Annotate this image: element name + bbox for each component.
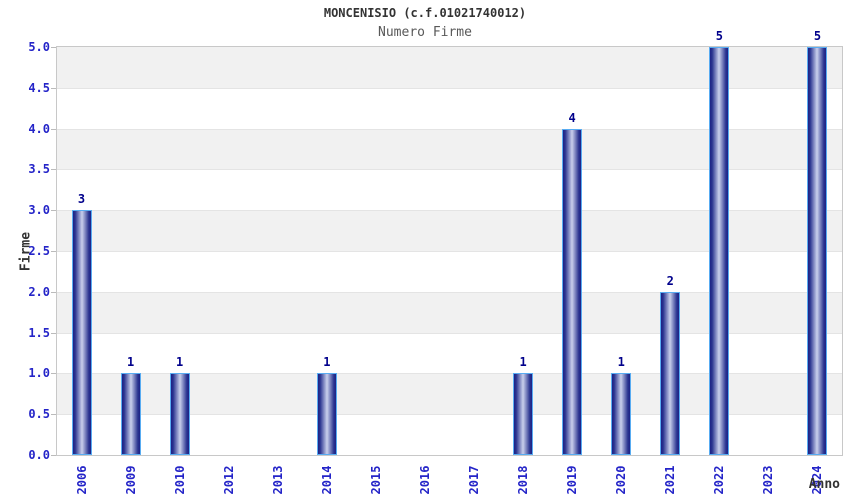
bar-2019 (562, 128, 583, 455)
gridline (57, 128, 842, 130)
gridline (57, 251, 842, 252)
bar-2021 (660, 291, 681, 455)
y-tick-label: 2.5 (28, 244, 50, 258)
y-tick-mark (51, 47, 56, 48)
y-tick-label: 5.0 (28, 40, 50, 54)
bar-value-label: 4 (568, 110, 576, 125)
bar-2018 (513, 373, 534, 455)
y-tick-mark (51, 455, 56, 456)
y-tick-label: 0.5 (28, 407, 50, 422)
gridline (57, 87, 842, 89)
chart-title: MONCENISIO (c.f.01021740012) (323, 6, 527, 20)
gridline (57, 169, 842, 171)
y-tick-mark (51, 373, 56, 375)
y-tick-label: 2.0 (28, 284, 50, 299)
x-tick-label: 2022 (712, 465, 727, 495)
y-tick-label: 3.5 (28, 162, 50, 177)
gridline (57, 210, 842, 212)
plot-area: 3 1 1 1 1 4 1 2 5 5 (56, 29, 843, 456)
x-tick-label: 2016 (417, 465, 432, 495)
x-tick-label: 2013 (270, 465, 285, 495)
y-tick-mark (51, 87, 56, 89)
bar-2022 (709, 47, 730, 455)
bar-value-label: 2 (666, 273, 674, 288)
x-tick-label: 2021 (663, 465, 678, 495)
x-tick-label: 2020 (614, 465, 629, 495)
y-tick-label: 1.5 (28, 325, 50, 340)
x-tick-label: 2015 (368, 465, 383, 495)
bar-value-label: 1 (126, 355, 135, 370)
bar-2024 (807, 47, 828, 455)
x-tick-label: 2017 (467, 465, 482, 495)
bar-2009 (120, 373, 141, 455)
bar-value-label: 1 (176, 355, 184, 370)
y-tick-mark (51, 414, 56, 416)
bar-value-label: 1 (519, 355, 527, 370)
x-tick-label: 2014 (319, 465, 334, 495)
x-tick-label: 2010 (172, 465, 187, 495)
y-tick-label: 4.5 (28, 80, 50, 95)
y-tick-label: 0.0 (28, 448, 50, 462)
chart-subtitle: Numero Firme (378, 25, 472, 40)
x-tick-label: 2019 (565, 465, 580, 495)
bar-2006 (71, 210, 92, 455)
y-tick-mark (51, 332, 56, 334)
bar-value-label: 5 (813, 29, 822, 43)
gridline (57, 291, 842, 293)
x-axis-label: Anno (808, 477, 840, 492)
bar-2020 (611, 373, 632, 455)
y-tick-mark (51, 169, 56, 171)
x-tick-label: 2012 (221, 465, 236, 495)
bar-value-label: 5 (715, 29, 723, 43)
bar-2010 (169, 373, 190, 455)
bar-2014 (316, 373, 337, 455)
x-tick-label: 2018 (516, 465, 531, 495)
y-tick-label: 1.0 (28, 366, 50, 381)
x-tick-label: 2006 (74, 465, 89, 495)
y-tick-mark (51, 210, 56, 212)
bar-value-label: 3 (77, 192, 86, 207)
gridline (57, 332, 842, 334)
y-tick-mark (51, 291, 56, 293)
x-tick-label: 2009 (123, 465, 138, 495)
gridline (57, 414, 842, 416)
y-tick-label: 3.0 (28, 203, 50, 218)
y-tick-mark (51, 251, 56, 252)
bar-value-label: 1 (617, 355, 625, 370)
gridline (57, 373, 842, 375)
y-tick-mark (51, 128, 56, 130)
y-tick-label: 4.0 (28, 121, 50, 136)
bar-value-label: 1 (323, 355, 331, 370)
